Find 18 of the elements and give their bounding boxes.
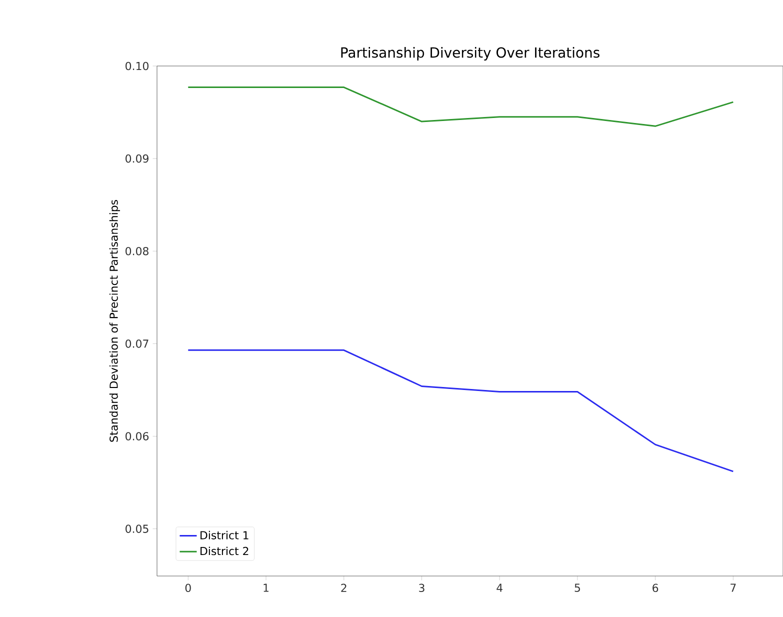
x-tick-label: 6 [652, 584, 658, 592]
x-tick-label: 7 [730, 584, 736, 592]
y-tick-label: 0.08 [126, 246, 148, 256]
legend-label: District 1 [200, 530, 248, 540]
y-tick-label: 0.10 [126, 62, 148, 70]
y-tick-label: 0.07 [126, 340, 148, 348]
x-tick-label: 4 [496, 584, 502, 592]
y-tick-label: 0.05 [126, 524, 148, 533]
legend-label: District 2 [200, 546, 248, 556]
x-tick-label: 1 [264, 584, 268, 592]
chart-title: Partisanship Diversity Over Iterations [341, 47, 600, 60]
x-tick-label: 2 [341, 584, 346, 592]
x-tick-label: 0 [185, 584, 191, 592]
x-tick-label: 3 [419, 584, 424, 592]
x-tick-label: 5 [574, 584, 580, 592]
y-tick-label: 0.09 [126, 154, 148, 163]
y-axis-title: Standard Deviation of Precinct Partisanships [109, 200, 120, 442]
y-tick-label: 0.06 [126, 432, 149, 440]
